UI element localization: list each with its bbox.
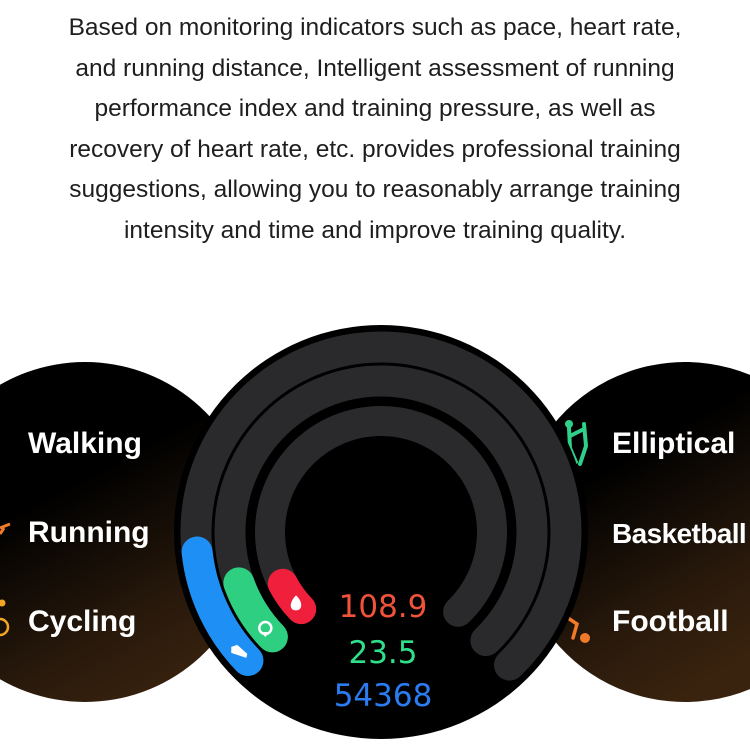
description-line: intensity and time and improve training … <box>123 216 627 244</box>
right-sport-list-screen <box>515 361 750 702</box>
sport-item-walking[interactable]: Walking <box>28 427 142 460</box>
location-icon <box>258 620 273 638</box>
running-icon <box>0 522 11 535</box>
distance-value: 23.5 <box>348 635 418 671</box>
description-line: and running distance, Intelligent assess… <box>75 54 675 82</box>
description-text: Based on monitoring indicators such as p… <box>0 8 750 252</box>
sport-item-football[interactable]: Football <box>612 605 729 638</box>
description-line: performance index and training pressure,… <box>94 95 656 123</box>
calories-ring-track <box>255 406 507 627</box>
left-sport-list-screen <box>0 362 256 702</box>
sport-item-basketball[interactable]: Basketball <box>612 518 747 549</box>
steps-value: 54368 <box>333 678 433 714</box>
description-line: Based on monitoring indicators such as p… <box>68 14 682 41</box>
calories-value: 108.9 <box>338 589 428 625</box>
cycling-icon <box>0 599 10 637</box>
distance-ring-track <box>214 365 548 657</box>
sport-item-elliptical[interactable]: Elliptical <box>612 427 736 460</box>
description-line: suggestions, allowing you to reasonably … <box>69 176 681 204</box>
football-icon <box>566 616 590 643</box>
steps-ring-track <box>180 331 582 681</box>
shoe-icon <box>231 644 248 658</box>
sport-item-running[interactable]: Running <box>28 516 150 549</box>
calories-ring-progress <box>267 568 317 625</box>
flame-icon <box>290 595 302 611</box>
sport-item-cycling[interactable]: Cycling <box>28 605 137 638</box>
description-line: recovery of heart rate, etc. provides pr… <box>69 135 681 163</box>
